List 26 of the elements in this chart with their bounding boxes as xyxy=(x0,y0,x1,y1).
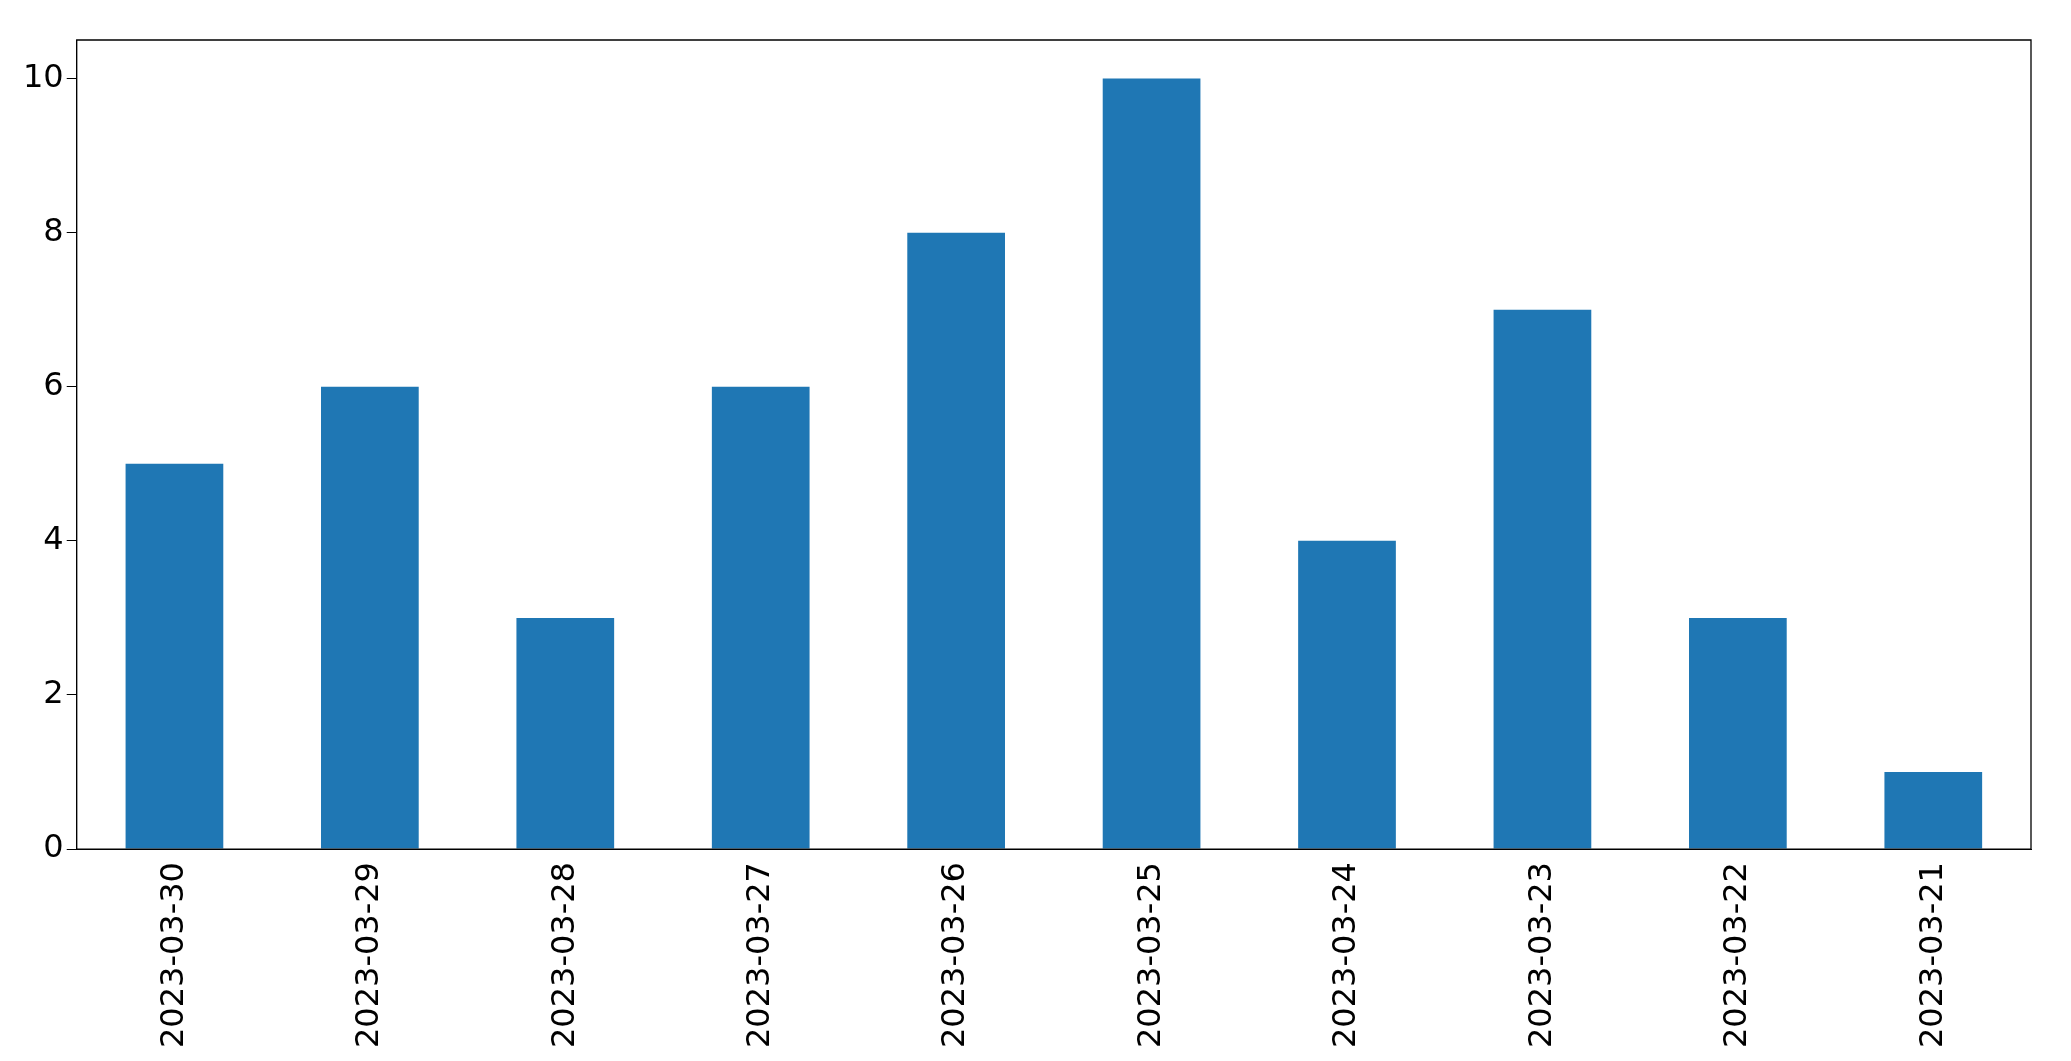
bar xyxy=(125,463,224,849)
x-tick-label: 2023-03-23 xyxy=(1520,862,1559,1048)
y-tick-label: 8 xyxy=(43,210,64,249)
bar xyxy=(1298,540,1396,849)
y-tick-label: 0 xyxy=(43,827,64,866)
x-tick-label: 2023-03-26 xyxy=(934,862,973,1048)
x-tick-label: 2023-03-24 xyxy=(1325,862,1364,1048)
bar xyxy=(907,232,1005,849)
bar xyxy=(1493,309,1592,849)
bar xyxy=(321,386,419,849)
x-tick-label: 2023-03-21 xyxy=(1911,862,1950,1048)
y-tick-label: 2 xyxy=(43,673,64,712)
x-tick-label: 2023-03-30 xyxy=(152,862,191,1048)
x-tick-label: 2023-03-28 xyxy=(543,862,582,1048)
bar xyxy=(1689,617,1787,849)
y-tick-label: 4 xyxy=(43,519,64,558)
x-tick-label: 2023-03-27 xyxy=(739,862,778,1048)
bar xyxy=(1102,78,1201,849)
y-tick-label: 6 xyxy=(43,365,64,404)
bar xyxy=(1884,771,1983,849)
x-tick-label: 2023-03-25 xyxy=(1129,862,1168,1048)
y-tick-label: 10 xyxy=(23,56,64,95)
x-tick-label: 2023-03-22 xyxy=(1716,862,1755,1048)
bar xyxy=(516,617,615,849)
x-tick-label: 2023-03-29 xyxy=(348,862,387,1048)
bar xyxy=(711,386,810,849)
